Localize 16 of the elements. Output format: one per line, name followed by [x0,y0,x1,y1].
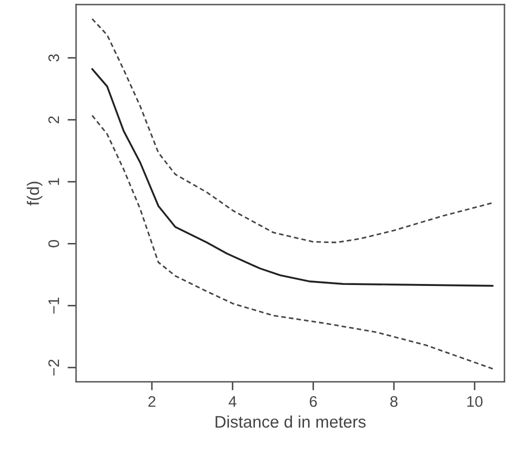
y-tick-label: 0 [48,240,60,248]
x-tick-label: 6 [310,396,317,407]
x-tick-label: 8 [390,396,398,407]
x-tick-label: 2 [148,396,156,407]
y-tick-label: −1 [48,298,59,314]
x-axis-title: Distance d in meters [216,415,366,428]
line-series [91,114,494,370]
y-tick-label: 1 [48,178,59,185]
line-series [91,68,494,287]
x-tick-label: 4 [228,396,236,407]
y-axis-title: f(d) [26,182,42,206]
y-tick-label: −2 [48,360,59,376]
y-tick-label: 2 [48,116,59,124]
x-tick-label: 10 [467,396,483,407]
line-series [91,18,494,244]
y-tick-label: 3 [48,54,60,62]
